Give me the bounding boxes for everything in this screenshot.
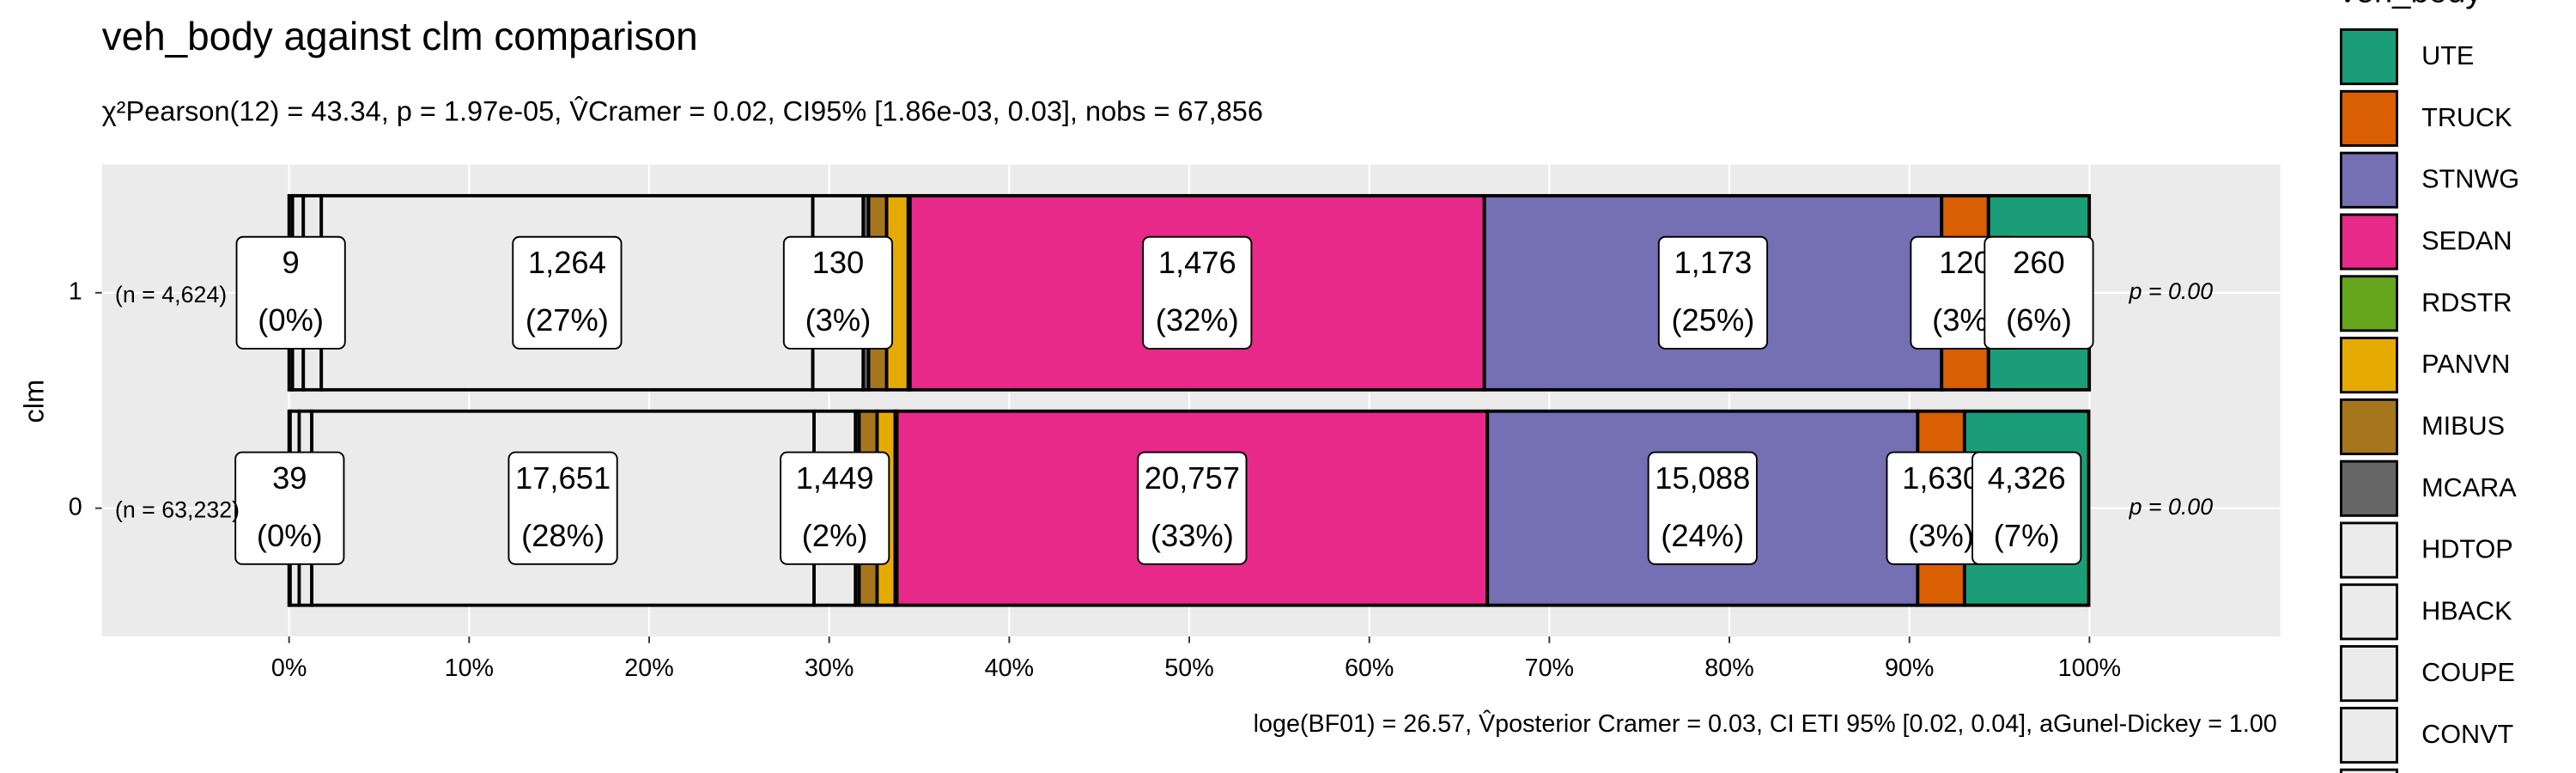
value-label: (0%) <box>258 302 324 338</box>
label-box <box>1984 235 2094 350</box>
label-box <box>1971 451 2082 565</box>
legend-swatch <box>2339 768 2398 773</box>
n-label: (n = 4,624) <box>115 282 227 307</box>
legend-swatch <box>2339 275 2398 332</box>
legend-label: STNWG <box>2421 165 2519 194</box>
count-label: 1,173 <box>1674 245 1752 280</box>
value-label: (6%) <box>2006 302 2072 338</box>
x-tick-label: 30% <box>805 654 854 682</box>
legend-label: TRUCK <box>2421 103 2512 132</box>
legend-label: HDTOP <box>2421 535 2513 564</box>
legend-label: MIBUS <box>2421 411 2505 441</box>
subtitle: χ²Pearson(12) = 43.34, p = 1.97e-05, V̂C… <box>102 94 1263 126</box>
value-label: (3%) <box>805 302 872 338</box>
legend-title: veh_body <box>2339 0 2482 9</box>
p-label: p = 0.00 <box>2129 494 2214 520</box>
value-label: (3%) <box>1908 518 1974 553</box>
count-label: 260 <box>2013 245 2065 280</box>
count-label: 1,476 <box>1158 245 1236 280</box>
legend-label: RDSTR <box>2421 288 2512 317</box>
label-box <box>1657 235 1769 350</box>
label-box <box>1142 235 1253 350</box>
count-label: 1,630 <box>1902 460 1980 496</box>
count-label: 15,088 <box>1655 460 1750 496</box>
count-label: 20,757 <box>1145 460 1240 496</box>
x-tick-label: 40% <box>985 654 1034 682</box>
count-label: 39 <box>272 460 307 496</box>
legend-label: PANVN <box>2421 350 2510 379</box>
legend-label: CONVT <box>2421 720 2513 749</box>
label-box <box>234 451 345 565</box>
value-label: (24%) <box>1661 518 1744 553</box>
x-tick-label: 20% <box>624 654 673 682</box>
count-label: 130 <box>812 245 865 280</box>
y-tick-label: 0 <box>69 493 82 520</box>
label-box <box>1647 451 1758 565</box>
legend-swatch <box>2339 28 2398 86</box>
value-label: (0%) <box>257 518 323 553</box>
label-box <box>235 235 346 350</box>
legend-swatch <box>2339 460 2398 517</box>
value-label: (32%) <box>1156 302 1239 338</box>
chart-title: veh_body against clm comparison <box>102 14 698 58</box>
label-box <box>512 235 623 350</box>
x-tick-label: 60% <box>1345 654 1394 682</box>
labels: 9 (0%) 1,264 (27%) 130 (3%) 1,476 (32%) 1,173 (25… <box>234 235 2094 565</box>
value-label: (27%) <box>526 302 609 338</box>
count-label: 120 <box>1939 245 1991 280</box>
legend-swatch <box>2339 89 2398 147</box>
legend-swatch <box>2339 213 2398 271</box>
count-label: 1,449 <box>796 460 874 496</box>
value-label: (2%) <box>802 518 868 553</box>
p-label: p = 0.00 <box>2129 278 2214 304</box>
x-tick-label: 90% <box>1885 654 1934 682</box>
count-label: 4,326 <box>1988 460 2066 496</box>
y-tick-label: 1 <box>69 277 82 305</box>
legend-label: COUPE <box>2421 658 2515 687</box>
count-label: 17,651 <box>515 460 611 496</box>
y-axis-title: clm <box>19 380 50 423</box>
legend-swatch <box>2339 583 2398 641</box>
legend-swatch <box>2339 398 2398 455</box>
legend-label: MCARA <box>2421 473 2517 502</box>
label-box <box>782 235 894 350</box>
x-tick-label: 80% <box>1704 654 1753 682</box>
legend-label: HBACK <box>2421 596 2512 625</box>
x-tick-label: 50% <box>1164 654 1213 682</box>
value-label: (25%) <box>1671 302 1754 338</box>
x-tick-label: 10% <box>445 654 494 682</box>
label-box <box>1137 451 1248 565</box>
legend-swatch <box>2339 645 2398 703</box>
value-label: (33%) <box>1151 518 1234 553</box>
legend-swatch <box>2339 521 2398 579</box>
legend-label: SEDAN <box>2421 227 2512 256</box>
value-label: (7%) <box>1994 518 2060 553</box>
label-box <box>507 451 618 565</box>
value-label: (28%) <box>521 518 605 553</box>
label-box <box>780 451 890 565</box>
legend-swatch <box>2339 337 2398 394</box>
n-label: (n = 63,232) <box>115 497 240 523</box>
bar-segment <box>1482 193 1944 392</box>
x-tick-label: 100% <box>2058 654 2121 682</box>
caption: loge(BF01) = 26.57, V̂posterior Cramer =… <box>1254 709 2277 738</box>
legend-swatch <box>2339 706 2398 764</box>
count-label: 1,264 <box>528 245 606 280</box>
count-label: 9 <box>283 245 300 280</box>
legend: UTE TRUCK STNWG SEDAN RDSTR PANVN MIBUS MCARA HD… <box>2339 28 2519 773</box>
legend-label: UTE <box>2421 41 2474 70</box>
x-tick-label: 70% <box>1525 654 1574 682</box>
x-tick-label: 0% <box>271 654 307 682</box>
legend-swatch <box>2339 151 2398 209</box>
